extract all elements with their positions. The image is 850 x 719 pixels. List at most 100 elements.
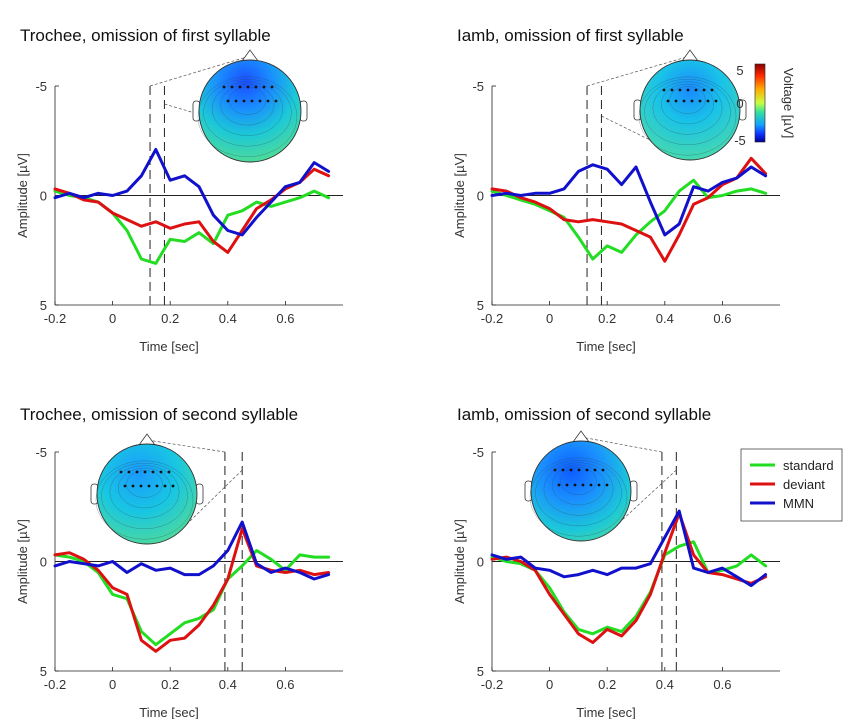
series-line-standard — [490, 178, 768, 261]
x-tick-label: 0.4 — [219, 311, 237, 326]
electrode-dot — [589, 483, 593, 487]
electrode-dot — [159, 470, 163, 474]
electrode-dot — [557, 483, 561, 487]
electrode-dot — [151, 470, 155, 474]
panel-title-2: Trochee, omission of second syllable — [20, 405, 298, 424]
electrode-dot — [581, 483, 585, 487]
series-line-mmn — [490, 163, 768, 237]
topo-contour — [560, 467, 597, 495]
x-axis-label: Time [sec] — [139, 339, 198, 354]
electrode-dot — [274, 99, 278, 103]
electrode-dot — [698, 99, 702, 103]
electrode-dot — [167, 470, 171, 474]
electrode-dot — [226, 99, 230, 103]
head-nose — [681, 49, 699, 62]
topo-contour — [126, 470, 163, 498]
electrode-dot — [135, 470, 139, 474]
electrode-dot — [131, 484, 135, 488]
topo-contour — [101, 462, 188, 530]
topo-contour — [95, 460, 194, 540]
series-line-deviant — [490, 156, 768, 263]
electrode-dot — [258, 99, 262, 103]
electrode-dot — [690, 99, 694, 103]
electrode-dot — [266, 99, 270, 103]
topo-contour — [535, 459, 622, 527]
colorbar-tick-min: -5 — [734, 133, 746, 148]
electrode-dot — [127, 470, 131, 474]
colorbar: 5 0 -5 Voltage [µV] — [734, 63, 796, 148]
topo-contour — [118, 467, 171, 509]
electrode-dot — [171, 484, 175, 488]
electrode-dot — [553, 468, 557, 472]
electrode-dot — [593, 468, 597, 472]
y-tick-label: -5 — [472, 79, 484, 94]
y-axis-label: Amplitude [µV] — [452, 519, 467, 604]
y-axis-label: Amplitude [µV] — [15, 153, 30, 238]
y-tick-label: 0 — [477, 189, 484, 204]
y-tick-label: 5 — [40, 664, 47, 679]
panel-title-0: Trochee, omission of first syllable — [20, 26, 271, 45]
x-axis-label: Time [sec] — [139, 705, 198, 719]
electrode-dot — [674, 99, 678, 103]
y-tick-label: 5 — [477, 664, 484, 679]
topo-contour — [552, 464, 605, 506]
legend-label-mmn: MMN — [783, 496, 814, 511]
colorbar-gradient — [754, 63, 766, 143]
series-line-mmn — [490, 509, 768, 588]
x-tick-label: 0.2 — [161, 677, 179, 692]
x-tick-label: 0.4 — [219, 677, 237, 692]
x-tick-label: 0.2 — [161, 311, 179, 326]
electrode-dot — [666, 99, 670, 103]
series-line-mmn — [53, 520, 331, 581]
x-tick-label: -0.2 — [44, 677, 66, 692]
electrode-dot — [234, 99, 238, 103]
topo-connector — [620, 469, 677, 522]
x-tick-label: 0 — [546, 677, 553, 692]
legend: standard deviant MMN — [740, 448, 843, 522]
y-tick-label: -5 — [35, 79, 47, 94]
electrode-dot — [597, 483, 601, 487]
electrode-dot — [702, 88, 706, 92]
electrode-dot — [147, 484, 151, 488]
electrode-dot — [714, 99, 718, 103]
topography-map — [192, 49, 308, 163]
electrode-dot — [710, 88, 714, 92]
head-nose — [572, 430, 590, 443]
topo-contour — [661, 83, 714, 125]
electrode-dot — [682, 99, 686, 103]
series-line-standard — [490, 540, 768, 636]
panel-iamb-first: -0.2 0 0.2 0.4 0.6 -5 0 5 Time [sec] Amplitude [µ… — [452, 49, 780, 354]
colorbar-label: Voltage [µV] — [781, 68, 796, 138]
y-tick-label: 5 — [477, 298, 484, 313]
y-tick-label: -5 — [35, 445, 47, 460]
electrode-dot — [246, 85, 250, 89]
x-tick-label: -0.2 — [481, 677, 503, 692]
x-tick-label: 0.4 — [656, 677, 674, 692]
electrode-dot — [222, 85, 226, 89]
panel-trochee-first: -0.2 0 0.2 0.4 0.6 -5 0 5 Time [sec] Amplitude [µ… — [15, 49, 343, 354]
topo-connector — [146, 439, 225, 453]
topo-contour — [652, 81, 723, 135]
head-circle — [530, 440, 632, 542]
x-tick-label: 0.2 — [598, 311, 616, 326]
electrode-dot — [694, 88, 698, 92]
topo-connector — [601, 115, 651, 141]
x-tick-label: 0.6 — [713, 311, 731, 326]
y-tick-label: 0 — [477, 555, 484, 570]
y-tick-label: 0 — [40, 555, 47, 570]
electrode-dot — [569, 468, 573, 472]
head-nose — [138, 433, 156, 446]
colorbar-tick-max: 5 — [736, 63, 743, 78]
topo-connector — [149, 55, 251, 87]
head-circle — [639, 59, 741, 161]
x-tick-label: 0 — [546, 311, 553, 326]
topo-contour — [638, 76, 737, 156]
x-tick-label: 0.2 — [598, 677, 616, 692]
electrode-dot — [254, 85, 258, 89]
electrode-dot — [238, 85, 242, 89]
topo-contour — [220, 84, 275, 126]
topo-contour — [211, 81, 284, 136]
topo-contour — [669, 86, 706, 114]
series-line-mmn — [53, 148, 331, 237]
panel-iamb-second: -0.2 0 0.2 0.4 0.6 -5 0 5 Time [sec] Amplitude [µ… — [452, 430, 780, 719]
